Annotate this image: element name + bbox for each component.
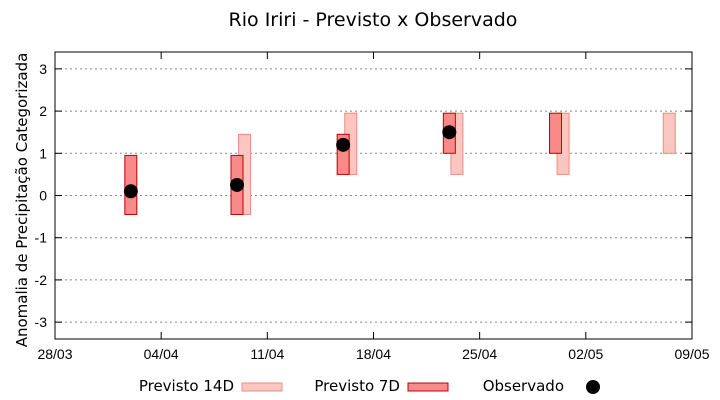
legend-swatch-previsto-7d [407,382,449,392]
x-tick-label: 28/03 [37,346,72,362]
previsto-7d-bar [549,112,562,154]
observado-point [123,184,138,199]
legend-label-previsto-14d: Previsto 14D [139,377,234,395]
previsto-14d-bar [662,112,676,154]
y-tick-label: -2 [35,272,48,288]
chart-title: Rio Iriri - Previsto x Observado [229,9,518,31]
legend-label-observado: Observado [483,377,564,395]
grid-layer [55,68,692,323]
legend-marker-observado [586,380,600,394]
y-tick-label: 3 [39,61,47,77]
x-tick-label: 11/04 [250,346,284,362]
legend-label-previsto-7d: Previsto 7D [314,377,400,395]
y-tick-label: -3 [35,314,48,330]
x-tick-label: 09/05 [674,346,709,362]
bars-layer [124,112,676,215]
x-tick-label: 04/04 [144,346,179,362]
ticks-layer: 3 2 1 0 -1 -2 -3 28/03 04/04 11/04 18/04 25/04 02/05… [35,52,710,362]
x-tick-label: 18/04 [356,346,391,362]
observado-point [442,125,457,140]
legend: Previsto 14D Previsto 7D Observado [139,377,600,395]
y-tick-label: -1 [35,230,48,246]
y-tick-label: 2 [39,103,47,119]
observado-point [336,137,351,152]
y-tick-label: 1 [39,145,47,161]
x-tick-label: 25/04 [462,346,497,362]
points-layer [123,125,457,199]
observado-point [230,177,244,192]
x-tick-label: 02/05 [568,346,603,362]
y-tick-label: 0 [39,188,47,204]
legend-swatch-previsto-14d [241,382,283,392]
y-axis-title: Anomalia de Precipitação Categorizada [13,53,31,348]
